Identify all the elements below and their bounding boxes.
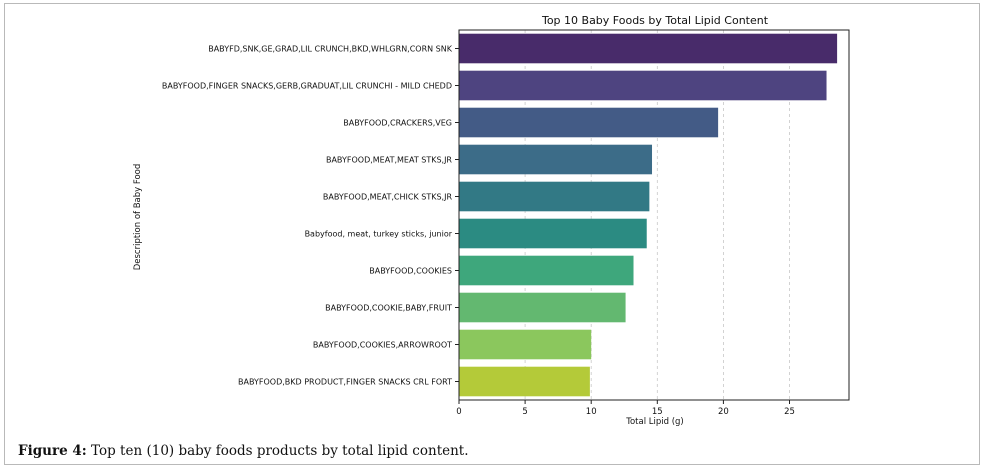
y-tick-label-5: BABYFOOD,MEAT,CHICK STKS,JR (323, 193, 453, 202)
x-tick-label-5: 5 (522, 407, 527, 417)
bar-7 (459, 255, 634, 286)
y-tick-label-10: BABYFOOD,BKD PRODUCT,FINGER SNACKS CRL F… (238, 378, 452, 387)
chart-title: Top 10 Baby Foods by Total Lipid Content (541, 14, 769, 27)
x-tick-label-25: 25 (784, 407, 795, 417)
x-axis-label: Total Lipid (g) (625, 417, 684, 427)
y-tick-label-2: BABYFOOD,FINGER SNACKS,GERB,GRADUAT,LIL … (162, 82, 452, 91)
bar-1 (459, 33, 838, 64)
plot-area-frame (458, 29, 850, 401)
x-tick-label-15: 15 (652, 407, 663, 417)
y-tick-label-9: BABYFOOD,COOKIES,ARROWROOT (313, 341, 452, 350)
x-tick-label-0: 0 (456, 407, 461, 417)
ticks: 0 5 10 15 20 25 BABYFD,SNK,GE,GRAD,LIL CRUNCH,… (162, 45, 795, 418)
figure-caption: Figure 4: Top ten (10) baby foods produc… (18, 443, 469, 459)
y-tick-label-6: Babyfood, meat, turkey sticks, junior (305, 230, 453, 239)
bar-2 (459, 70, 827, 101)
bar-9 (459, 329, 592, 360)
y-axis-label: Description of Baby Food (133, 164, 143, 271)
caption-text: Top ten (10) baby foods products by tota… (86, 443, 469, 459)
y-tick-label-1: BABYFD,SNK,GE,GRAD,LIL CRUNCH,BKD,WHLGRN… (208, 45, 453, 54)
y-tick-label-4: BABYFOOD,MEAT,MEAT STKS,JR (326, 156, 452, 165)
bar-10 (459, 366, 590, 397)
x-tick-label-10: 10 (586, 407, 597, 417)
bar-4 (459, 144, 653, 175)
bar-8 (459, 292, 626, 323)
x-tick-label-20: 20 (718, 407, 729, 417)
y-tick-label-8: BABYFOOD,COOKIE,BABY,FRUIT (325, 304, 452, 313)
bar-3 (459, 107, 719, 138)
caption-label: Figure 4: (18, 443, 87, 459)
bar-6 (459, 218, 647, 249)
bars (459, 33, 838, 397)
y-tick-label-7: BABYFOOD,COOKIES (369, 267, 452, 276)
bar-5 (459, 181, 650, 212)
y-tick-label-3: BABYFOOD,CRACKERS,VEG (343, 119, 452, 128)
